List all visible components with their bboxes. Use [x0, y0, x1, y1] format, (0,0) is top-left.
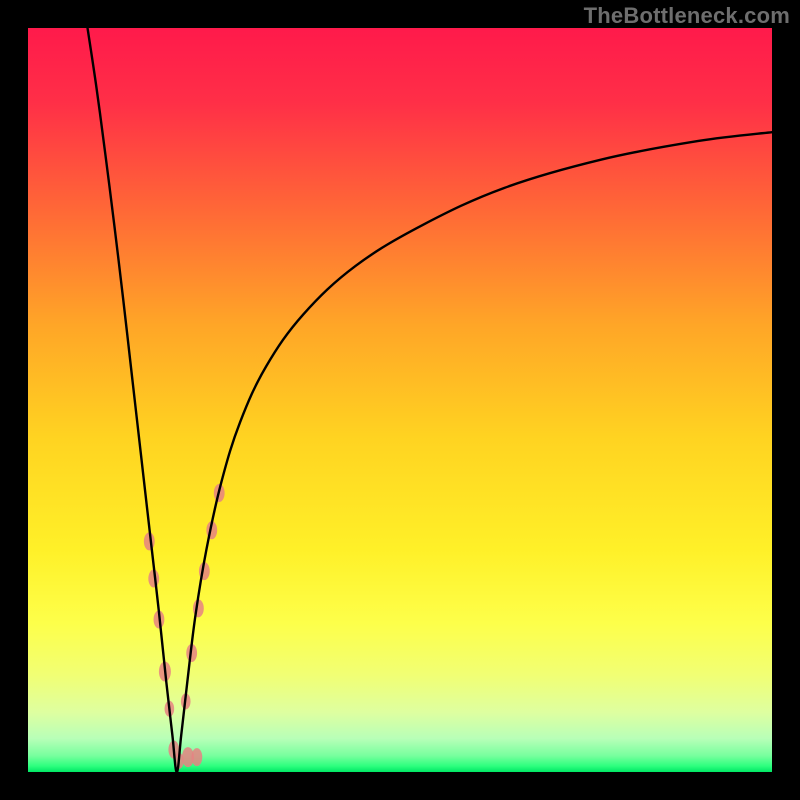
chart-plot-area: [28, 28, 772, 772]
watermark-text: TheBottleneck.com: [584, 3, 790, 29]
chart-svg: [28, 28, 772, 772]
data-marker: [191, 748, 202, 766]
chart-root: TheBottleneck.com: [0, 0, 800, 800]
chart-gradient-background: [28, 28, 772, 772]
